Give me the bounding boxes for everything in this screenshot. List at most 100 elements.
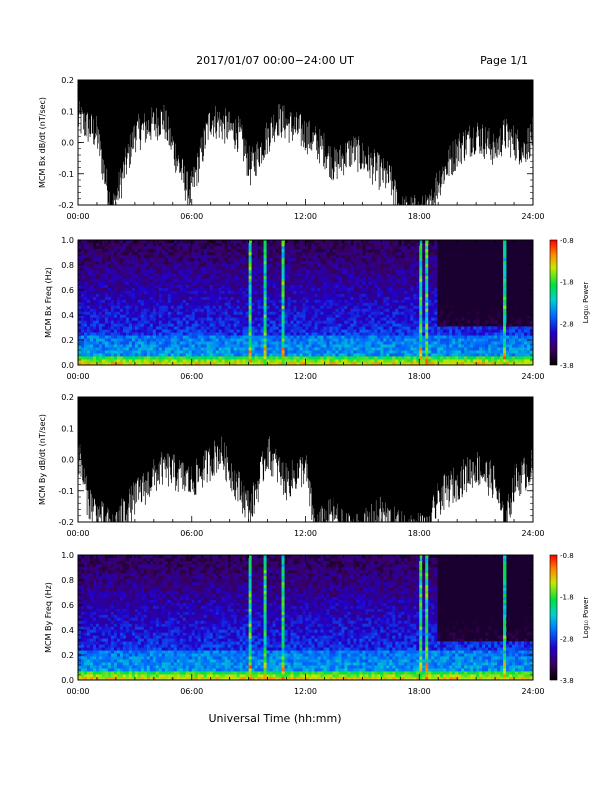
bx-spectrogram-cell (83, 254, 88, 259)
bx-spectrogram-cell (245, 284, 249, 288)
bx-spectrogram-cell (203, 242, 208, 247)
bx-spectrogram-cell (299, 323, 303, 327)
bx-spectrogram-cell (275, 335, 279, 339)
bx-spectrogram-cell (95, 323, 100, 327)
bx-spectrogram-cell (78, 269, 82, 274)
bx-spectrogram-cell (248, 296, 252, 300)
bx-spectrogram-cell (422, 353, 426, 357)
bx-spectrogram-cell (419, 335, 423, 339)
bx-spectrogram-cell (350, 353, 354, 357)
bx-spectrogram-cell (290, 320, 294, 324)
bx-spectrogram-cell (170, 257, 175, 262)
bx-spectrogram-cell (263, 242, 267, 247)
bx-spectrogram-cell (215, 263, 219, 268)
bx-spectrogram-cell (320, 266, 324, 271)
bx-spectrogram-cell (341, 323, 345, 327)
bx-spectrogram-cell (143, 269, 148, 274)
bx-spectrogram-cell (143, 347, 148, 351)
bx-spectrogram-cell (89, 335, 94, 339)
bx-spectrogram-cell (311, 293, 315, 297)
bx-spectrogram-cell (422, 257, 426, 262)
bx-spectrogram-cell (386, 356, 390, 360)
bx-spectrogram-cell (344, 242, 348, 247)
bx-spectrogram-cell (89, 299, 94, 303)
bx-spectrogram-cell (344, 347, 348, 351)
bx-spectrogram-cell (410, 350, 414, 354)
bx-spectrogram-cell (254, 332, 258, 336)
bx-spectrogram-cell (350, 278, 354, 282)
bx-spectrogram-cell (395, 254, 399, 259)
bx-spectrogram-cell (107, 257, 112, 262)
bx-spectrogram-cell (80, 305, 85, 309)
bx-spectrogram-cell (425, 311, 429, 315)
bx-spectrogram-cell (197, 245, 202, 250)
bx-spectrogram-cell (371, 284, 375, 288)
bx-spectrogram-cell (329, 314, 333, 318)
bx-spectrogram-cell (155, 281, 160, 285)
bx-spectrogram-cell (146, 284, 151, 288)
bx-spectrogram-cell (359, 293, 363, 297)
bx-spectrogram-cell (113, 245, 118, 250)
bx-spectrogram-cell (78, 335, 82, 339)
bx-spectrogram-cell (296, 293, 300, 297)
bx-spectrogram-cell (302, 254, 306, 259)
bx-spectrogram-cell (173, 284, 178, 288)
bx-spectrogram-cell (176, 308, 181, 312)
bx-spectrogram-cell (125, 362, 130, 366)
bx-spectrogram-cell (359, 257, 363, 262)
bx-spectrogram-image (78, 240, 534, 366)
bx-spectrogram-cell (197, 275, 202, 279)
bx-spectrogram-cell (143, 284, 148, 288)
bx-spectrogram-cell (293, 323, 297, 327)
bx-spectrogram-cell (398, 275, 402, 279)
bx-spectrogram-cell (416, 240, 420, 244)
bx-spectrogram-cell (242, 338, 246, 342)
bx-spectrogram-cell (368, 359, 372, 363)
bx-spectrogram-cell (254, 257, 258, 262)
bx-spectrogram-cell (371, 302, 375, 306)
bx-spectrogram-cell (272, 359, 276, 363)
bx-spectrogram-cell (197, 302, 202, 306)
bx-spectrogram-cell (329, 284, 333, 288)
bx-spectrogram-cell (359, 296, 363, 300)
bx-spectrogram-cell (389, 245, 393, 250)
bx-spectrogram-cell (110, 296, 115, 300)
bx-spectrogram-cell (401, 269, 405, 274)
bx-spectrogram-cell (134, 302, 139, 306)
bx-spectrogram-cell (89, 320, 94, 324)
bx-spectrogram-cell (287, 341, 291, 345)
bx-spectrogram-cell (140, 248, 145, 253)
bx-spectrogram-cell (128, 308, 133, 312)
bx-spectrogram-cell (110, 344, 115, 348)
bx-spectrogram-cell (221, 266, 225, 271)
bx-spectrogram-cell (392, 320, 396, 324)
bx-spectrogram-cell (119, 359, 124, 363)
bx-spectrogram-cell (185, 362, 190, 366)
bx-spectrogram-cell (389, 344, 393, 348)
bx-spectrogram-cell (290, 359, 294, 363)
bx-dbdt-ytick-label: 0.2 (61, 76, 74, 85)
bx-spectrogram-cell (176, 356, 181, 360)
bx-spectrogram-cell (167, 293, 172, 297)
bx-spectrogram-cell (398, 257, 402, 262)
bx-spectrogram-cell (224, 350, 228, 354)
bx-spectrogram-cell (200, 242, 205, 247)
bx-spectrogram-cell (299, 302, 303, 306)
bx-spectrogram-cell (392, 317, 396, 321)
bx-spectrogram-cell (335, 341, 339, 345)
bx-spectrogram-cell (212, 350, 216, 354)
bx-spectrogram-cell (311, 281, 315, 285)
bx-spectrogram-cell (338, 278, 342, 282)
bx-spectrogram-cell (353, 263, 357, 268)
bx-spectrogram-cell (332, 317, 336, 321)
bx-spectrogram-cell (119, 317, 124, 321)
bx-spectrogram-cell (329, 245, 333, 250)
bx-spectrogram-cell (125, 329, 130, 333)
bx-spectrogram-cell (323, 287, 327, 291)
bx-spectrogram-cell (146, 353, 151, 357)
bx-spectrogram-cell (323, 311, 327, 315)
bx-spectrogram-cell (101, 293, 106, 297)
bx-spectrogram-cell (416, 332, 420, 336)
bx-spectrogram-cell (392, 323, 396, 327)
bx-spectrogram-cell (233, 281, 237, 285)
